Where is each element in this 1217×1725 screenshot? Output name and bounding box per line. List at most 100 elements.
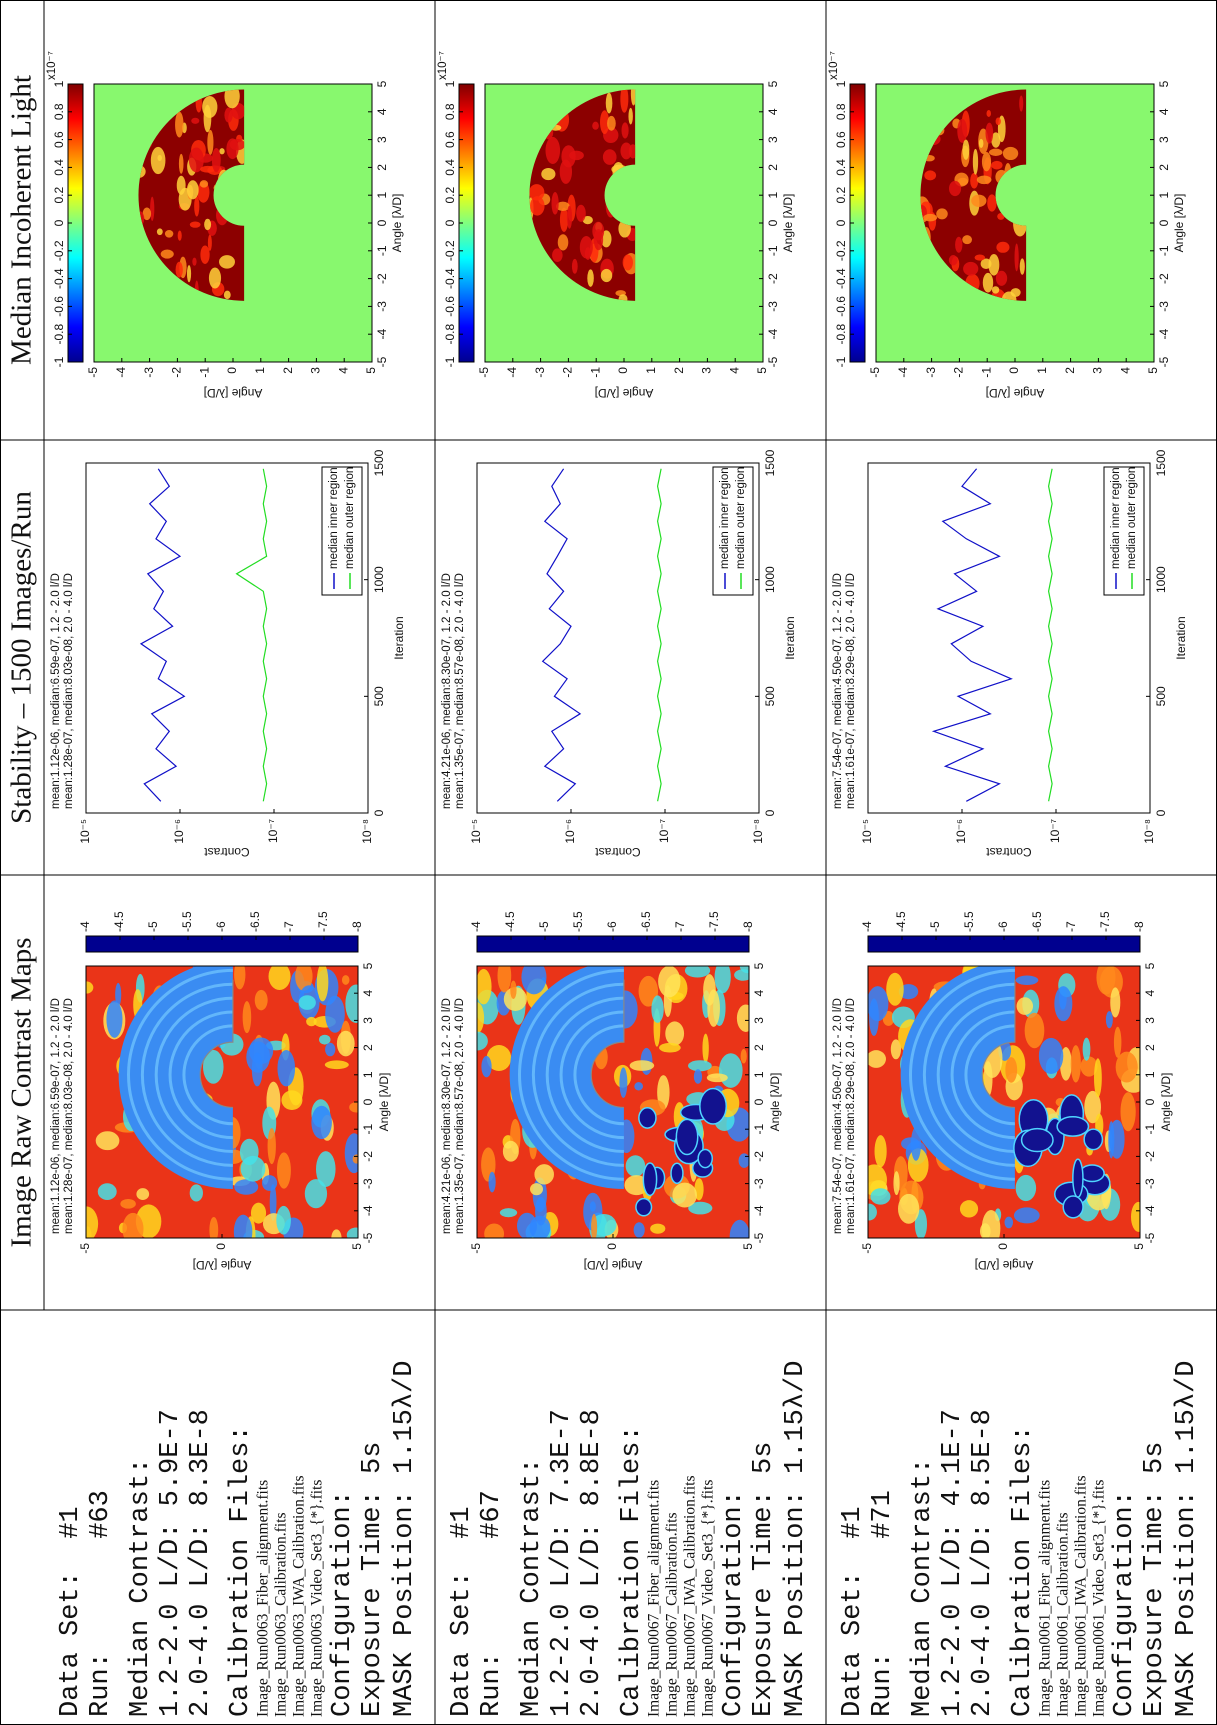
y-tick-label: 0 [996,1243,1010,1250]
info-line: 1.2-2.0 L/D: 7.3E-7 [547,1409,577,1717]
y-tick-label: 5 [350,1243,364,1250]
speckle [996,241,1010,253]
x-tick-label: 5 [1157,80,1171,87]
y-tick-label: 10⁻⁶ [563,819,577,844]
y-tick-label: 10⁻⁵ [860,819,874,844]
plot-frame [476,462,760,814]
y-axis-label: Contrast [204,845,250,859]
speckle [693,1069,703,1084]
speckle [194,195,200,217]
speckle [738,1153,749,1168]
series-line [1047,468,1053,802]
annotation: mean:4.21e-06, median:8.30e-07, 1.2 - 2.… [441,573,453,809]
y-tick-label: 5 [364,367,378,374]
y-tick-label: -1 [588,367,602,378]
colorbar-tick-label: -7.5 [707,911,721,932]
colorbar-tick-label: -0.6 [443,296,457,317]
speckle [477,968,492,1005]
colorbar-tick-label: -7 [282,921,296,932]
x-tick-label: -5 [375,356,389,367]
x-tick-label: 3 [766,136,780,143]
x-tick-label: 0 [361,1098,375,1105]
calibration-file: Image_Run0061_Fiber_alignment.fits [1037,1480,1054,1717]
colorbar-tick-label: -0.2 [52,240,66,261]
y-axis-label: Angle [λ/D] [204,386,263,400]
annotation: mean:1.28e-07, median:8.03e-08, 2.0 - 4.… [63,573,75,809]
speckle [136,1188,150,1200]
info-line: 1.2-2.0 L/D: 4.1E-7 [938,1409,968,1717]
colorbar-tick-label: 0.6 [52,131,66,148]
y-tick-label: -1 [197,367,211,378]
speckle [620,89,629,113]
hole-ripple [964,1024,1015,1126]
speckle [484,1223,505,1238]
colorbar-tick-label: -4.5 [112,911,126,932]
colorbar-tick-label: -0.8 [52,324,66,345]
speckle [316,966,329,1002]
annotation: mean:7.54e-07, median:4.50e-07, 1.2 - 2.… [832,998,844,1234]
calibration-file: Image_Run0063_IWA_Calibration.fits [291,1476,308,1718]
y-tick-label: 5 [755,367,769,374]
x-tick-label: 2 [361,1044,375,1051]
info-line: Calibration Files: [1008,1425,1038,1717]
legend-label: median outer region [1126,467,1138,569]
speckle [874,1135,887,1168]
colorbar-tick-label: -5 [146,921,160,932]
x-tick-label: -3 [752,1178,766,1189]
x-tick-label: 500 [372,686,386,706]
info-line: Calibration Files: [226,1425,256,1717]
speckle [650,1223,666,1234]
series-line [139,468,186,802]
colorbar-tick-label: -0.8 [443,324,457,345]
speckle [1004,1216,1014,1229]
colorbar-tick-label: 0 [52,219,66,226]
hole-ripple [936,996,1015,1154]
speckle [589,1201,596,1212]
speckle [976,175,992,185]
speckle [948,255,958,266]
colorbar-tick-label: -1 [52,356,66,367]
speckle [622,254,633,271]
y-tick-label: 1 [253,367,267,374]
speckle [707,989,720,1027]
colorbar-tick-label: 0 [443,219,457,226]
x-tick-label: -4 [361,1205,375,1216]
speckle [1013,1207,1040,1224]
y-tick-label: -5 [477,367,491,378]
calibration-file: Image_Run0061_Video_Set3_{*}.fits [1091,1480,1108,1717]
speckle [1024,1012,1045,1049]
speckle [600,110,610,135]
speckle [1108,1121,1115,1159]
colorbar-tick-label: -0.4 [834,268,848,289]
colorbar-tick-label: -1 [443,356,457,367]
speckle [625,1155,646,1177]
x-tick-label: 0 [763,809,777,816]
speckle [893,1171,900,1196]
x-tick-label: 0 [1143,1098,1157,1105]
colorbar-tick-label: 0.2 [443,187,457,204]
speckle [142,207,152,221]
y-tick-label: 2 [1063,367,1077,374]
y-tick-label: 5 [1146,367,1160,374]
info-line: Median Contrast: [517,1458,547,1717]
speckle [995,117,1001,126]
info-line: Configuration: [328,1490,358,1717]
colorbar-tick-label: -6.5 [639,911,653,932]
speckle [202,96,218,118]
speckle [552,248,563,262]
speckle [987,194,997,212]
legend [712,466,754,596]
annotation: mean:1.12e-06, median:6.59e-07, 1.2 - 2.… [50,573,62,809]
x-tick-label: 5 [375,80,389,87]
y-axis-label: Contrast [595,845,641,859]
speckle [295,966,313,991]
x-tick-label: 500 [1154,686,1168,706]
speckle [1016,997,1034,1015]
colorbar-tick-label: -5 [928,921,942,932]
speckle [207,129,214,155]
y-tick-label: 10⁻⁷ [266,819,280,843]
colorbar-tick-label: -7 [673,921,687,932]
speckle [325,995,345,1033]
speckle [97,1183,117,1200]
x-tick-label: -3 [375,301,389,312]
